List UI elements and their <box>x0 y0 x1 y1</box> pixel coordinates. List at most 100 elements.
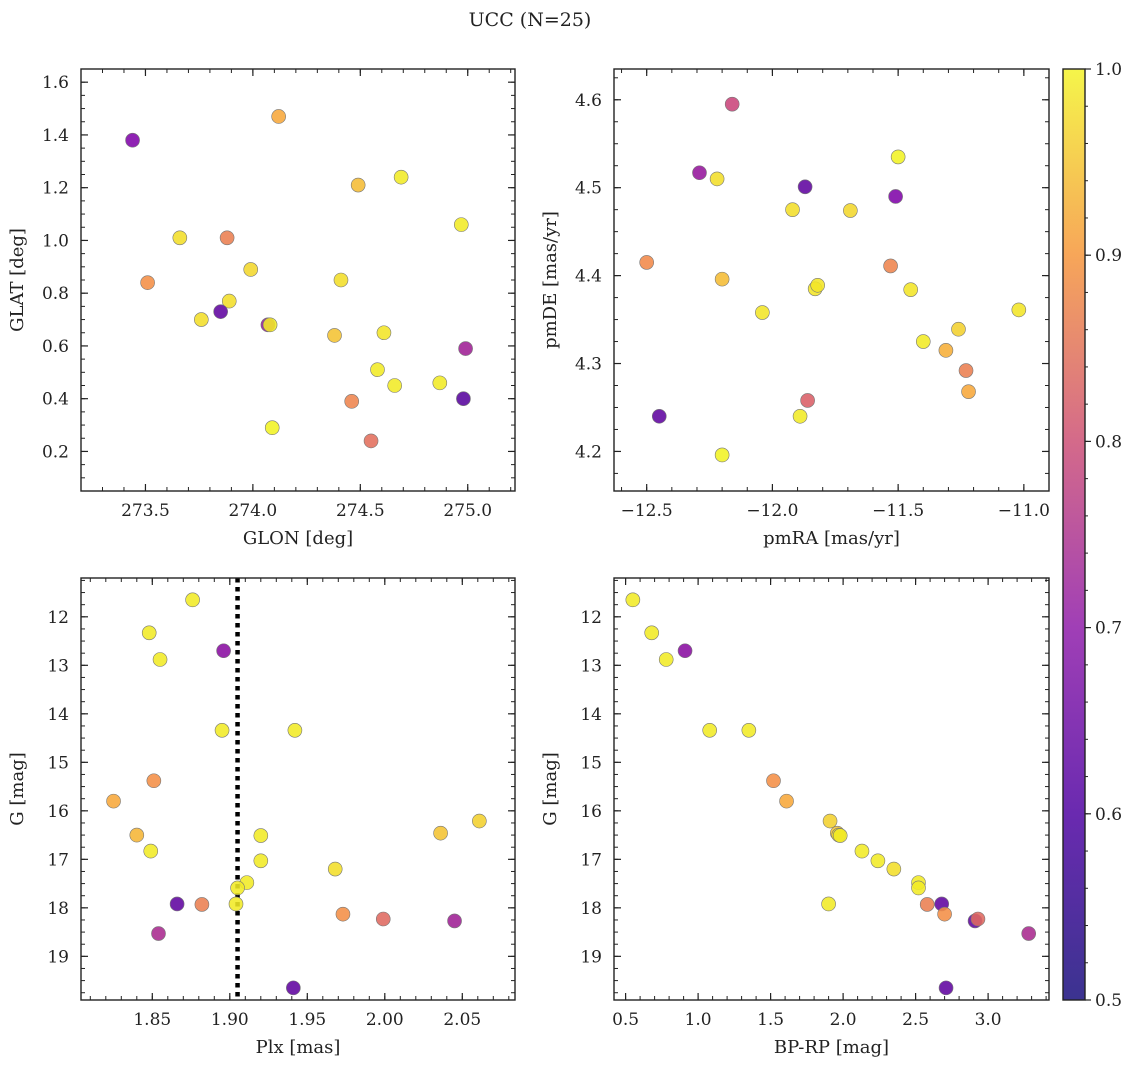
data-point <box>287 723 303 738</box>
x-tick-label: 274.5 <box>336 501 385 521</box>
y-axis-label: pmDE [mas/yr] <box>540 211 561 349</box>
subplots: 273.5 274.0 274.5 275.0 0.2 0.4 0.6 0.8 1.0 1.2 1.… <box>7 68 1050 1058</box>
data-point <box>797 179 813 195</box>
x-tick-label: 275.0 <box>443 501 492 521</box>
data-point <box>677 643 693 659</box>
data-point <box>714 271 730 287</box>
data-point <box>1011 302 1027 318</box>
colorbar-tick-label: 1.0 <box>1095 60 1122 80</box>
data-point <box>658 652 674 667</box>
data-point <box>883 258 898 274</box>
y-tick-label: 1.2 <box>42 179 69 199</box>
data-point <box>639 255 654 270</box>
data-point <box>387 378 402 393</box>
colorbar-tick-label: 0.6 <box>1095 805 1122 825</box>
data-point <box>432 375 448 391</box>
data-point <box>911 880 926 896</box>
y-axis-label: G [mag] <box>540 752 561 825</box>
y-tick-label: 1.4 <box>42 126 69 146</box>
data-point <box>219 230 235 246</box>
data-point <box>344 394 360 409</box>
data-point <box>185 592 200 608</box>
data-point <box>625 592 641 608</box>
data-point <box>970 911 986 927</box>
data-point <box>961 384 976 399</box>
y-tick-label: 13 <box>580 656 602 676</box>
y-tick-label: 4.4 <box>575 267 602 287</box>
y-tick-label: 16 <box>580 802 602 822</box>
data-point <box>194 312 209 327</box>
x-tick-label: 1.95 <box>288 1010 326 1030</box>
scatter-points <box>125 109 473 449</box>
colorbar-tick-label: 0.7 <box>1095 619 1122 639</box>
data-point <box>453 217 469 232</box>
colorbar-tick-label: 0.9 <box>1095 246 1122 266</box>
data-point <box>766 773 781 789</box>
data-point <box>938 343 954 358</box>
x-tick-label: 0.5 <box>612 1010 639 1030</box>
data-point <box>221 293 237 309</box>
data-point <box>870 853 886 869</box>
x-axis-label: GLON [deg] <box>243 528 353 549</box>
scatter-points <box>106 592 487 996</box>
data-point <box>393 169 409 185</box>
x-tick-label: 274.0 <box>229 501 278 521</box>
y-tick-label: 16 <box>47 802 69 822</box>
y-tick-label: 0.8 <box>42 284 69 304</box>
y-tick-label: 14 <box>580 705 602 725</box>
data-point <box>832 828 848 843</box>
y-tick-label: 18 <box>47 899 69 919</box>
data-point <box>214 723 230 738</box>
data-point <box>194 897 210 912</box>
data-point <box>692 165 707 181</box>
data-point <box>375 911 391 927</box>
y-tick-label: 4.2 <box>575 442 602 462</box>
y-tick-label: 19 <box>47 947 69 967</box>
y-axis-label: GLAT [deg] <box>7 228 28 332</box>
axes-frame <box>613 68 1050 492</box>
data-point <box>271 109 286 124</box>
scatter-points <box>625 592 1036 996</box>
colorbar-gradient <box>1063 69 1085 1000</box>
x-axis-label: BP-RP [mag] <box>774 1037 889 1058</box>
data-point <box>172 230 188 246</box>
y-tick-label: 0.6 <box>42 337 69 357</box>
data-point <box>702 723 718 738</box>
data-point <box>213 304 228 319</box>
data-point <box>709 171 725 187</box>
data-point <box>937 906 952 922</box>
data-point <box>141 625 157 641</box>
x-tick-label: 3.0 <box>975 1010 1002 1030</box>
y-tick-label: 12 <box>580 608 602 628</box>
y-tick-label: 1.0 <box>42 231 69 251</box>
x-tick-label: 2.00 <box>366 1010 404 1030</box>
subplot-plx-g: 1.85 1.90 1.95 2.00 2.05 12 13 14 15 16 17 18 19 Plx … <box>7 577 516 1058</box>
data-point <box>151 926 166 941</box>
data-point <box>456 391 471 406</box>
y-tick-label: 0.2 <box>42 442 69 462</box>
data-point <box>1021 926 1036 941</box>
data-point <box>888 189 903 204</box>
data-point <box>370 362 385 377</box>
axes-frame <box>80 577 516 1001</box>
x-tick-label: −12.5 <box>621 501 673 521</box>
data-point <box>800 393 815 408</box>
data-point <box>333 272 349 288</box>
y-tick-label: 17 <box>580 850 602 870</box>
data-point <box>810 277 825 293</box>
data-point <box>228 896 244 912</box>
data-point <box>216 643 231 659</box>
y-tick-label: 18 <box>580 899 602 919</box>
data-point <box>253 853 269 869</box>
scatter-points <box>639 96 1027 463</box>
x-axis-label: pmRA [mas/yr] <box>763 528 900 549</box>
axes-frame <box>613 577 1050 1001</box>
data-point <box>125 132 140 148</box>
data-point <box>146 773 162 789</box>
y-tick-label: 4.6 <box>575 91 602 111</box>
data-point <box>350 177 366 193</box>
data-point <box>106 793 121 809</box>
data-point <box>458 341 473 356</box>
y-tick-label: 4.3 <box>575 355 602 375</box>
